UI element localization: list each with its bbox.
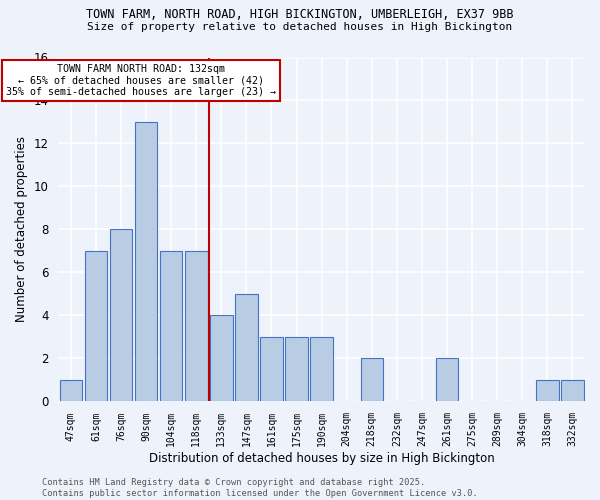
Bar [160,251,182,402]
Bar [185,251,208,402]
Bar [210,316,233,402]
Bar [436,358,458,402]
Bar [235,294,257,402]
Bar [285,337,308,402]
Bar [59,380,82,402]
Bar [361,358,383,402]
X-axis label: Distribution of detached houses by size in High Bickington: Distribution of detached houses by size … [149,452,494,465]
Bar [310,337,333,402]
Text: TOWN FARM, NORTH ROAD, HIGH BICKINGTON, UMBERLEIGH, EX37 9BB: TOWN FARM, NORTH ROAD, HIGH BICKINGTON, … [86,8,514,20]
Bar [561,380,584,402]
Bar [135,122,157,402]
Y-axis label: Number of detached properties: Number of detached properties [15,136,28,322]
Bar [85,251,107,402]
Bar [110,230,132,402]
Bar [260,337,283,402]
Text: TOWN FARM NORTH ROAD: 132sqm
← 65% of detached houses are smaller (42)
35% of se: TOWN FARM NORTH ROAD: 132sqm ← 65% of de… [6,64,276,97]
Bar [536,380,559,402]
Text: Size of property relative to detached houses in High Bickington: Size of property relative to detached ho… [88,22,512,32]
Text: Contains HM Land Registry data © Crown copyright and database right 2025.
Contai: Contains HM Land Registry data © Crown c… [42,478,478,498]
